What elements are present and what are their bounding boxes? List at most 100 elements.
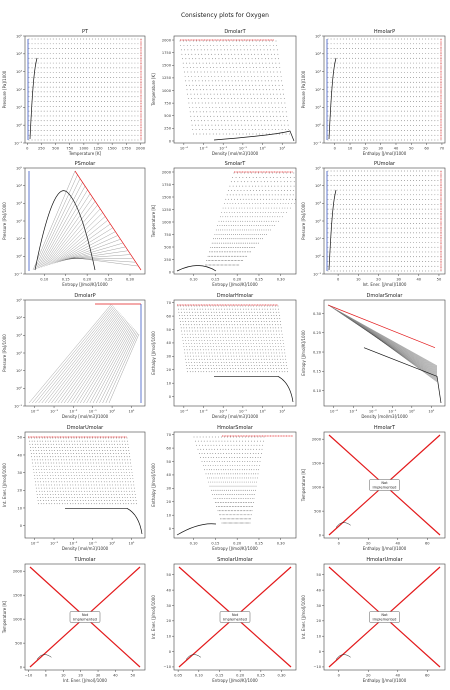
y-tick-label: 10⁻¹ bbox=[14, 141, 22, 145]
data-point bbox=[245, 58, 246, 60]
data-point bbox=[197, 98, 199, 99]
data-point bbox=[207, 71, 208, 73]
data-point bbox=[134, 110, 136, 112]
data-point bbox=[119, 53, 121, 54]
data-point bbox=[209, 84, 210, 86]
data-point bbox=[110, 105, 112, 107]
data-point bbox=[137, 43, 139, 45]
data-point bbox=[34, 53, 36, 54]
data-point bbox=[134, 120, 136, 122]
data-point bbox=[208, 58, 210, 60]
data-point bbox=[189, 84, 191, 86]
data-point bbox=[49, 57, 51, 59]
data-point bbox=[77, 81, 78, 83]
data-point bbox=[122, 134, 124, 136]
data-point bbox=[235, 107, 237, 108]
data-point bbox=[250, 98, 252, 99]
data-point bbox=[64, 62, 66, 64]
data-point bbox=[209, 89, 211, 91]
data-point bbox=[260, 98, 262, 99]
data-point bbox=[68, 72, 69, 74]
data-point bbox=[49, 86, 51, 88]
data-point bbox=[247, 76, 249, 77]
data-point bbox=[137, 110, 139, 112]
data-point bbox=[216, 111, 218, 113]
data-point bbox=[240, 93, 241, 95]
data-point bbox=[74, 81, 75, 83]
data-point bbox=[64, 53, 66, 54]
data-point bbox=[201, 102, 203, 104]
data-point bbox=[55, 105, 57, 107]
data-point bbox=[107, 130, 109, 131]
data-point bbox=[203, 115, 205, 117]
data-point bbox=[43, 110, 45, 112]
data-point bbox=[208, 80, 210, 82]
data-point bbox=[226, 67, 228, 68]
data-point bbox=[125, 115, 127, 117]
data-point bbox=[71, 38, 72, 40]
data-point bbox=[71, 105, 72, 107]
data-point bbox=[116, 101, 118, 102]
data-point bbox=[89, 67, 90, 69]
data-point bbox=[107, 62, 109, 64]
data-point bbox=[137, 86, 139, 88]
data-point bbox=[238, 84, 240, 86]
data-point bbox=[113, 130, 115, 131]
data-point bbox=[89, 96, 90, 98]
data-point bbox=[77, 38, 78, 40]
data-point bbox=[71, 77, 72, 78]
data-point bbox=[254, 102, 256, 104]
data-point bbox=[68, 77, 69, 78]
data-point bbox=[267, 98, 269, 99]
data-point bbox=[86, 43, 87, 45]
data-point bbox=[252, 111, 254, 113]
data-point bbox=[246, 93, 248, 95]
data-point bbox=[61, 105, 63, 107]
data-point bbox=[232, 107, 233, 108]
data-point bbox=[245, 84, 247, 86]
data-point bbox=[28, 125, 30, 126]
data-point bbox=[195, 107, 197, 108]
data-point bbox=[49, 67, 51, 69]
data-point bbox=[253, 115, 255, 117]
data-point bbox=[46, 134, 48, 136]
data-point bbox=[125, 53, 127, 54]
data-point bbox=[110, 96, 112, 98]
data-point bbox=[40, 48, 42, 49]
data-point bbox=[95, 62, 96, 64]
data-point bbox=[254, 124, 256, 126]
data-point bbox=[232, 84, 234, 86]
data-point bbox=[61, 38, 63, 40]
data-point bbox=[189, 89, 191, 91]
data-point bbox=[61, 115, 63, 117]
data-point bbox=[131, 130, 133, 131]
data-point bbox=[116, 105, 118, 107]
data-point bbox=[242, 111, 244, 113]
data-point bbox=[77, 125, 78, 126]
data-point bbox=[238, 107, 240, 108]
data-point bbox=[80, 139, 81, 141]
data-point bbox=[92, 48, 93, 49]
data-point bbox=[107, 110, 109, 112]
data-point bbox=[254, 120, 255, 122]
data-point bbox=[58, 48, 60, 49]
data-point bbox=[128, 38, 130, 40]
data-point bbox=[251, 53, 252, 55]
data-point bbox=[83, 110, 84, 112]
data-point bbox=[64, 43, 66, 45]
data-point bbox=[131, 72, 133, 74]
data-point bbox=[264, 58, 266, 60]
data-point bbox=[211, 53, 213, 55]
data-point bbox=[122, 110, 124, 112]
data-point bbox=[122, 139, 124, 141]
data-point bbox=[116, 67, 118, 69]
data-point bbox=[55, 48, 57, 49]
data-point bbox=[122, 105, 124, 107]
data-point bbox=[122, 57, 124, 59]
data-point bbox=[74, 96, 75, 98]
data-point bbox=[263, 49, 265, 51]
data-point bbox=[119, 48, 121, 49]
data-point bbox=[74, 91, 75, 93]
data-point bbox=[232, 111, 234, 113]
data-point bbox=[236, 111, 237, 113]
